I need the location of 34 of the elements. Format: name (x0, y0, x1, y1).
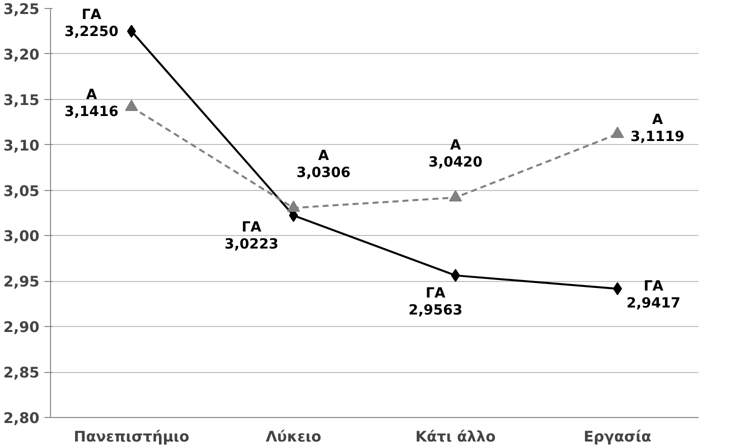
text: Α (318, 148, 329, 164)
data-label: 3,1416 (64, 104, 119, 120)
text: ΓΑ (644, 278, 664, 295)
data-label: 2,9563 (408, 302, 463, 318)
series-label: ΓΑ (426, 285, 446, 302)
point (287, 200, 300, 212)
data-label: 2,9417 (626, 296, 681, 312)
y-tick-label: 3,20 (3, 46, 40, 64)
point (611, 126, 624, 138)
y-tick-label: 3,00 (3, 228, 40, 246)
data-label: 3,1119 (630, 129, 685, 146)
text: Α (652, 112, 663, 128)
x-tick-label: Κάτι άλλο (415, 428, 496, 446)
x-tick-label: Πανεπιστήμιο (74, 428, 190, 446)
y-tick-label: 2,90 (3, 319, 40, 336)
y-tick-label: 3,25 (3, 1, 40, 18)
point (125, 100, 138, 111)
y-tick-label: 3,05 (3, 182, 40, 200)
x-tick-label: Εργασία (584, 428, 652, 446)
y-tick-label: 2,80 (3, 410, 40, 427)
x-tick-label: Λύκειο (266, 428, 322, 446)
text: ΓΑ (242, 219, 262, 236)
text: Α (86, 87, 98, 104)
y-tick-label: 3,10 (3, 137, 40, 154)
y-tick-label: 3,15 (3, 92, 40, 109)
y-tick-label: 2,85 (3, 364, 40, 382)
text: ΓΑ (82, 7, 102, 24)
data-label: 3,0223 (224, 236, 279, 252)
data-label: 3,0306 (296, 164, 351, 181)
text: Α (450, 138, 461, 154)
point (449, 190, 462, 202)
data-label: 3,2250 (64, 24, 119, 40)
data-label: 3,0420 (428, 154, 483, 171)
y-tick-label: 2,95 (3, 274, 40, 291)
